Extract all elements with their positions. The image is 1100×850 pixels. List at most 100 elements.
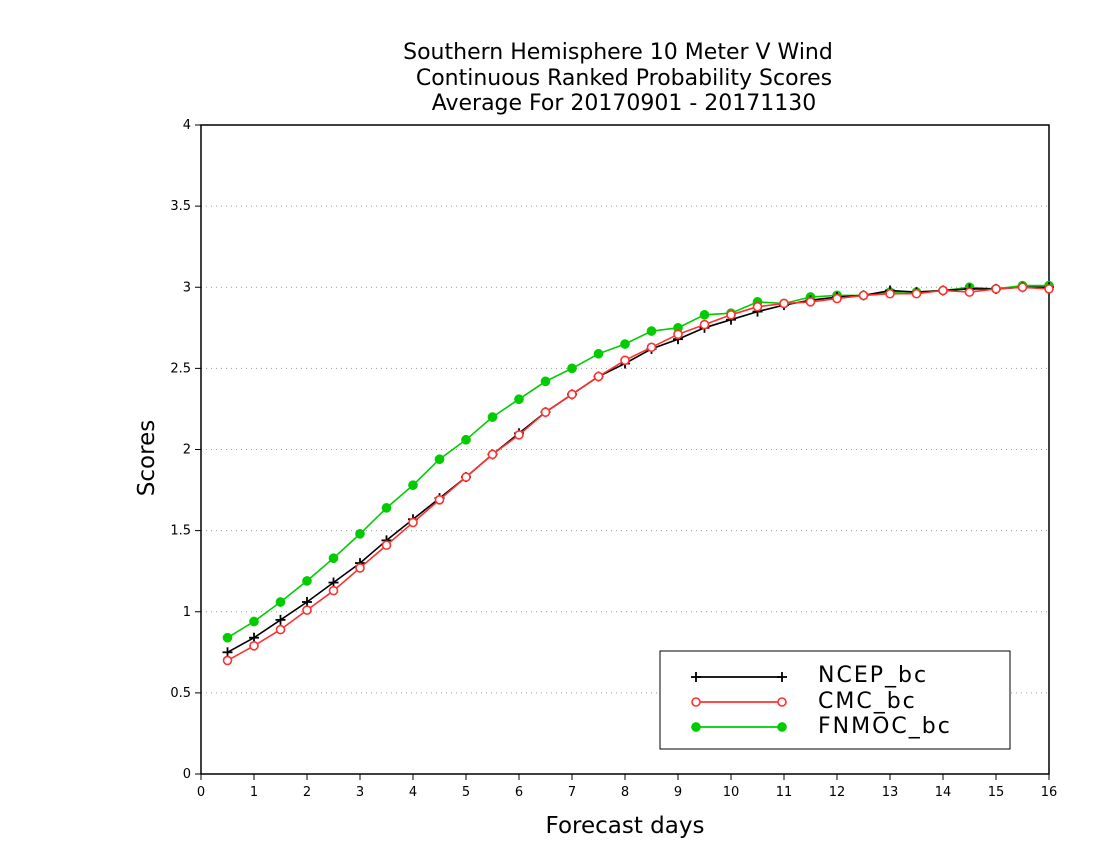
point-fnmoc-bc [355,529,365,539]
point-fnmoc-bc [408,480,418,491]
point-cmc-bc [275,624,286,635]
point-cmc-bc [302,605,312,615]
point-cmc-bc [355,563,365,573]
legend-marker-cmc-bc [691,697,701,707]
y-tick-label: 4 [183,118,191,133]
point-fnmoc-bc [699,309,710,320]
y-tick-labels: 0 0.5 1 1.5 2 2.5 3 3.5 4 [170,118,191,782]
legend-marker-cmc-bc [777,697,787,707]
series-line-fnmoc-bc [227,284,1049,639]
point-cmc-bc [408,517,418,528]
legend-swatch-fnmoc-bc [691,722,787,732]
point-ncep-bc [275,614,286,625]
point-fnmoc-bc [381,503,392,513]
x-tick-label: 12 [829,785,846,800]
y-axis-label: Scores [134,420,160,496]
point-fnmoc-bc [620,339,630,349]
series-cmc-bc [222,282,1054,666]
point-fnmoc-bc [249,616,259,627]
point-cmc-bc [1017,282,1028,293]
point-cmc-bc [726,310,736,320]
legend-marker-fnmoc-bc [691,722,701,732]
x-tick-labels: 0 1 2 3 4 5 6 7 8 9 10 11 12 13 14 15 16 [197,785,1057,800]
point-fnmoc-bc [302,576,312,586]
point-fnmoc-bc [540,376,551,387]
x-tick-label: 11 [776,785,793,800]
point-cmc-bc [646,342,657,353]
legend-entries [691,672,787,732]
gridlines [201,205,1049,694]
x-tick-label: 15 [988,785,1005,800]
x-tick-label: 9 [674,785,682,800]
point-cmc-bc [938,285,948,296]
x-axis-label: Forecast days [546,813,705,839]
point-cmc-bc [620,355,630,366]
point-cmc-bc [805,297,816,307]
point-cmc-bc [567,389,577,400]
y-tick-label: 3 [183,280,191,295]
point-fnmoc-bc [275,597,286,607]
legend-marker-ncep-bc [777,672,787,682]
series-line-cmc-bc [227,286,1050,662]
x-tick-label: 5 [462,785,470,800]
y-tick-label: 3.5 [170,199,191,214]
point-cmc-bc [1044,284,1054,294]
legend-label-fnmoc: FNMOC_bc [818,714,952,739]
title-line-1: Southern Hemisphere 10 Meter V Wind [403,40,833,65]
y-tick-label: 0 [183,767,191,782]
point-cmc-bc [222,655,233,666]
legend-label-cmc: CMC_bc [818,689,917,714]
y-tick-label: 0.5 [170,686,191,701]
legend: NCEP_bc CMC_bc FNMOC_bc [659,650,1011,750]
point-fnmoc-bc [514,394,524,405]
point-cmc-bc [832,293,842,304]
point-fnmoc-bc [461,434,471,445]
y-tick-label: 1.5 [170,524,191,539]
x-tick-label: 8 [621,785,629,800]
plot-frame [200,124,1050,775]
point-cmc-bc [487,449,498,460]
point-fnmoc-bc [646,326,657,336]
point-fnmoc-bc [567,363,577,374]
point-cmc-bc [752,301,763,312]
y-tick-label: 1 [183,605,191,620]
point-cmc-bc [964,287,975,297]
x-tick-label: 2 [303,785,311,800]
point-cmc-bc [699,319,710,330]
x-tick-label: 10 [723,785,740,800]
point-fnmoc-bc [487,412,498,422]
point-cmc-bc [593,371,604,382]
title-line-2: Continuous Ranked Probability Scores [416,66,832,91]
legend-marker-ncep-bc [691,672,701,682]
x-tick-label: 4 [409,785,417,800]
point-cmc-bc [434,494,445,505]
point-cmc-bc [991,284,1001,294]
point-cmc-bc [911,288,922,299]
series-line-ncep-bc [227,286,1049,654]
point-cmc-bc [540,407,551,417]
x-tick-label: 13 [882,785,899,800]
legend-box [659,650,1011,750]
legend-label-ncep: NCEP_bc [818,663,928,688]
x-tick-label: 0 [197,785,205,800]
chart-title: Southern Hemisphere 10 Meter V Wind Cont… [403,40,833,116]
point-cmc-bc [381,540,392,551]
point-cmc-bc [328,585,339,596]
y-tick-label: 2 [183,443,191,458]
x-tick-label: 14 [935,785,952,800]
series-layer [222,280,1054,666]
point-cmc-bc [514,430,524,440]
x-tick-label: 16 [1041,785,1058,800]
x-tick-label: 1 [250,785,258,800]
point-cmc-bc [885,288,895,299]
point-fnmoc-bc [434,454,445,465]
point-cmc-bc [249,641,259,651]
x-tick-label: 7 [568,785,576,800]
legend-swatch-cmc-bc [691,697,787,707]
axis-ticks [195,124,1050,780]
x-tick-label: 6 [515,785,523,800]
series-fnmoc-bc [222,280,1054,643]
point-fnmoc-bc [593,348,604,359]
y-tick-label: 2.5 [170,361,191,376]
